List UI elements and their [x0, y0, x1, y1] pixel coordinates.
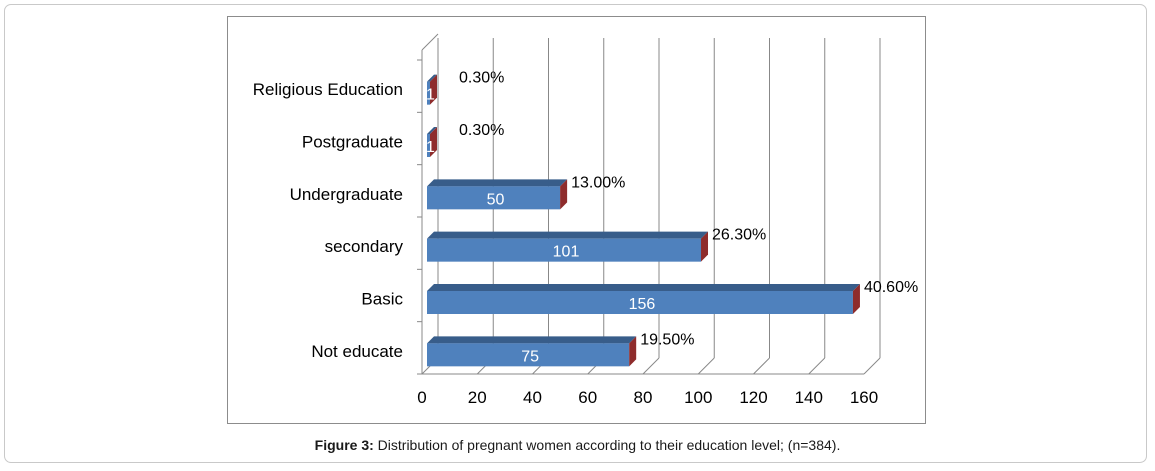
bar-end-face: [629, 336, 637, 367]
bar: [427, 134, 430, 157]
bar-value-label: 50: [487, 191, 505, 208]
bar: [427, 81, 430, 105]
category-label: secondary: [325, 237, 404, 256]
bar-top-face: [427, 336, 637, 344]
bar-percent-label: 26.30%: [712, 227, 766, 244]
category-label: Religious Education: [253, 80, 403, 99]
floor-gridline: [642, 357, 660, 375]
bar: [427, 186, 561, 210]
category-label: Postgraduate: [302, 133, 403, 152]
bars: [427, 74, 860, 367]
category-label: Not educate: [311, 342, 403, 361]
x-tick-label: 100: [684, 388, 712, 407]
category-label: Basic: [361, 290, 403, 309]
bar-end-face: [701, 231, 709, 262]
bar-value-label: 1: [426, 87, 435, 104]
labels: 0 20 40 60 80 100 120 140 160 75 19.50% Not educate…: [253, 70, 918, 407]
bar-percent-label: 13.00%: [571, 174, 625, 191]
bar-value-label: 101: [553, 244, 580, 261]
bar-percent-label: 0.30%: [459, 70, 504, 87]
bar-top-face: [427, 284, 860, 291]
x-tick-label: 60: [578, 388, 597, 407]
bar: [427, 291, 853, 314]
x-tick-label: 160: [850, 388, 878, 407]
bar-top-face: [427, 127, 437, 134]
caption-label: Figure 3:: [314, 437, 374, 453]
x-tick-label: 0: [417, 388, 426, 407]
floor-gridline: [753, 357, 770, 375]
floor-gridline: [697, 357, 715, 375]
bar-top-face: [427, 74, 437, 82]
bar-end-face: [430, 127, 437, 157]
y-axis-depth-line: [421, 33, 439, 51]
x-tick-label: 40: [523, 388, 542, 407]
bar: [427, 238, 702, 262]
x-tick-label: 140: [795, 388, 823, 407]
caption-text: Distribution of pregnant women according…: [373, 437, 841, 453]
bar-value-label: 1: [426, 139, 435, 156]
bar-end-face: [560, 179, 568, 210]
bar-value-label: 75: [521, 348, 539, 365]
floor-gridline: [863, 357, 881, 375]
bar-value-label: 156: [629, 296, 656, 313]
figure-caption: Figure 3: Distribution of pregnant women…: [0, 437, 1155, 453]
floor-gridline: [808, 357, 826, 375]
bar-percent-label: 40.60%: [864, 279, 918, 296]
x-tick-label: 20: [468, 388, 487, 407]
bar-end-face: [430, 74, 437, 105]
x-tick-label: 120: [739, 388, 767, 407]
bar-percent-label: 19.50%: [640, 331, 694, 348]
x-tick-label: 80: [634, 388, 653, 407]
bar: [427, 343, 630, 367]
bar-percent-label: 0.30%: [459, 122, 504, 139]
bar-top-face: [427, 179, 568, 187]
bar-top-face: [427, 231, 709, 239]
bar-end-face: [852, 284, 860, 314]
category-label: Undergraduate: [290, 185, 403, 204]
